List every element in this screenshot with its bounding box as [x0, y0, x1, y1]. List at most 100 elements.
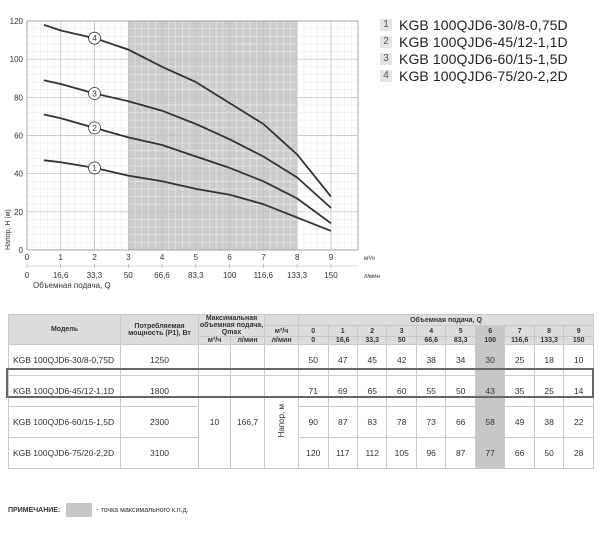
x-tick-label-lmin: 100	[223, 271, 237, 280]
y-axis-title: Напор, Н (м)	[5, 209, 12, 250]
y-tick-label: 0	[19, 246, 24, 255]
power-cell: 1250	[120, 344, 199, 376]
legend-item: 3 KGB 100QJD6-60/15-1,5D	[380, 50, 598, 67]
head-value-cell: 50	[445, 375, 476, 407]
unit-m3h-label: м³/ч	[264, 325, 300, 337]
y-tick-label: 20	[14, 208, 23, 217]
head-value-cell: 77	[474, 437, 506, 469]
x-tick-label-m3h: 3	[126, 253, 131, 262]
model-cell: KGB 100QJD6-60/15-1,5D	[8, 406, 121, 438]
legend-label: KGB 100QJD6-30/8-0,75D	[399, 16, 568, 33]
x-tick-label-m3h: 9	[329, 253, 334, 262]
head-value-cell: 58	[474, 406, 506, 438]
x-tick-label-lmin: 66,6	[154, 271, 170, 280]
note-title: ПРИМЕЧАНИЕ:	[8, 506, 61, 514]
table-header-row: Модель Потребляемая мощность (P1), Вт Макс…	[8, 314, 594, 345]
head-value-cell: 73	[415, 406, 447, 438]
pump-curve-1	[43, 159, 332, 232]
x-tick-label-m3h: 1	[59, 253, 64, 262]
x-unit-m3h: м³/ч	[364, 256, 375, 262]
chart-legend: 1 KGB 100QJD6-30/8-0,75D 2 KGB 100QJD6-4…	[380, 16, 598, 84]
flow-m3h-header: 0	[298, 325, 329, 337]
flow-m3h-header: 6	[474, 325, 506, 337]
pump-curve-3	[43, 79, 332, 209]
curve-marker	[88, 161, 101, 175]
x-tick-label-lmin: 16,6	[53, 271, 69, 280]
head-value-cell: 45	[356, 344, 388, 376]
flow-lmin-header: 100	[474, 336, 506, 345]
x-tick-label-lmin: 116,6	[254, 271, 274, 280]
y-tick-label: 100	[10, 55, 24, 64]
head-value-cell: 34	[445, 344, 476, 376]
head-value-cell: 66	[445, 406, 476, 438]
legend-label: KGB 100QJD6-75/20-2,2D	[399, 67, 568, 84]
head-value-cell: 96	[415, 437, 447, 469]
curve-marker	[88, 87, 101, 100]
pump-curve-4	[43, 23, 332, 198]
x-tick-label-m3h: 4	[160, 253, 165, 262]
head-value-cell: 18	[533, 344, 565, 376]
legend-marker: 3	[380, 52, 392, 65]
head-value-cell: 38	[415, 344, 447, 376]
head-value-cell: 22	[563, 406, 594, 438]
flow-m3h-header: 2	[356, 325, 388, 337]
col-header-flow: Объемная подача, Q	[298, 314, 594, 326]
qmax-unit-m3h: м³/ч	[198, 336, 231, 345]
x-tick-label-lmin: 50	[124, 271, 133, 280]
footnote: ПРИМЕЧАНИЕ: - точка максимального к.п.д.	[8, 503, 189, 517]
legend-item: 4 KGB 100QJD6-75/20-2,2D	[380, 67, 598, 84]
x-tick-label-m3h: 5	[194, 253, 199, 262]
head-value-cell: 90	[298, 406, 329, 438]
flow-m3h-header: 5	[445, 325, 476, 337]
x-tick-label-lmin: 150	[324, 271, 338, 280]
x-tick-label-lmin: 0	[25, 271, 30, 280]
power-cell: 3100	[120, 437, 199, 469]
head-value-cell: 60	[386, 375, 417, 407]
table-row: KGB 100QJD6-75/20-2,2D 3100 120 117 112 105 96…	[8, 437, 594, 469]
x-tick-label-m3h: 2	[92, 253, 97, 262]
flow-lmin-header: 50	[386, 336, 417, 345]
legend-label: KGB 100QJD6-60/15-1,5D	[399, 50, 568, 67]
flow-lmin-header: 0	[298, 336, 329, 345]
flow-lmin-header: 83,3	[445, 336, 476, 345]
legend-item: 2 KGB 100QJD6-45/12-1,1D	[380, 33, 598, 50]
head-value-cell: 25	[533, 375, 565, 407]
flow-lmin-header: 133,3	[533, 336, 565, 345]
x-tick-label-m3h: 7	[261, 253, 266, 262]
flow-m3h-header: 9	[563, 325, 594, 337]
head-value-cell: 65	[356, 375, 388, 407]
highlighted-row-frame	[6, 368, 594, 398]
flow-m3h-header: 8	[533, 325, 565, 337]
curve-marker-label: 2	[92, 124, 97, 133]
x-tick-label-m3h: 8	[295, 253, 300, 262]
y-tick-label: 40	[14, 170, 23, 179]
col-header-model: Модель	[8, 314, 121, 345]
head-value-cell: 35	[504, 375, 535, 407]
x-tick-label-lmin: 33,3	[87, 271, 103, 280]
pump-curve-chart: 0 20 40 60 80 100 120 0 1 2 3 4 5 6 7 8 9 м³/ч 0 16,6 33,3 50…	[5, 17, 380, 290]
y-tick-label: 60	[14, 132, 23, 141]
x-tick-label-m3h: 6	[227, 253, 232, 262]
x-unit-lmin: л/мин	[364, 274, 380, 280]
plot-frame	[26, 20, 359, 251]
head-value-cell: 49	[504, 406, 535, 438]
head-value-cell: 47	[327, 344, 358, 376]
head-value-cell: 120	[298, 437, 329, 469]
head-value-cell: 87	[327, 406, 358, 438]
curve-marker-label: 4	[92, 34, 97, 43]
curve-marker-label: 3	[92, 90, 97, 99]
legend-marker: 2	[380, 35, 392, 48]
qmax-unit-lmin: л/мин	[229, 336, 266, 345]
qmax-lmin-cell: 166,7	[229, 375, 266, 469]
head-value-cell: 117	[327, 437, 358, 469]
y-tick-label: 80	[14, 93, 23, 102]
head-value-cell: 28	[563, 437, 594, 469]
head-value-cell: 66	[504, 437, 535, 469]
flow-m3h-header: 7	[504, 325, 535, 337]
flow-lmin-header: 66,6	[415, 336, 447, 345]
x-axis-title: Объемная подача, Q	[33, 281, 111, 290]
curve-marker	[88, 31, 101, 45]
head-value-cell: 50	[533, 437, 565, 469]
unit-lmin-label: л/мин	[264, 336, 300, 345]
x-tick-label-m3h: 0	[25, 253, 30, 262]
